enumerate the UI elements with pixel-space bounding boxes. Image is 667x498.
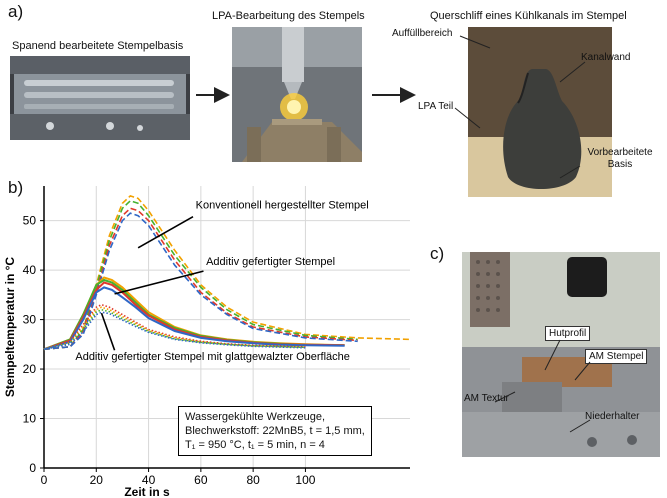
annotation-additive: Additiv gefertigter Stempel [206,256,335,268]
annotation-leader [459,35,491,49]
annotation-leader [114,270,204,295]
y-tick-label: 50 [23,214,37,228]
y-tick-label: 20 [23,362,37,376]
annotation-additive-smooth: Additiv gefertigter Stempel mit glattgew… [75,351,350,363]
series-line [43,199,358,351]
info-line: T₁ = 950 °C, t₁ = 5 min, n = 4 [185,439,325,451]
y-tick-label: 30 [23,313,37,327]
x-axis-label: Zeit in s [124,485,170,498]
image-caption-cross-section: Querschliff eines Kühlkanals im Stempel [430,10,627,22]
annotation-leader [559,165,581,179]
annotation-conventional: Konventionell hergestellter Stempel [196,199,369,211]
y-tick-label: 10 [23,412,37,426]
label-niederhalter: Niederhalter [585,411,640,422]
annotation-leader [454,107,481,129]
panel-a-letter: a) [8,2,24,21]
label-lpa-teil: LPA Teil [418,101,454,112]
cross-section-photo [468,27,612,197]
x-tick-label: 100 [295,473,315,487]
label-am-textur: AM Textur [464,393,509,404]
x-tick-label: 60 [194,473,208,487]
info-line: Wassergekühlte Werkzeuge, [185,411,326,423]
y-tick-label: 0 [29,461,36,475]
x-tick-label: 80 [246,473,260,487]
y-tick-label: 40 [23,263,37,277]
machined-base-photo [10,56,190,140]
panel-b-letter: b) [8,178,24,197]
x-tick-label: 0 [41,473,48,487]
series-line [43,212,358,351]
x-tick-label: 20 [90,473,104,487]
series-line [43,311,306,351]
panel-a-arrows [196,35,586,179]
lpa-process-photo [232,27,362,162]
annotation-leader [100,312,116,351]
series-line [43,308,306,351]
image-caption-lpa-process: LPA-Bearbeitung des Stempels [212,10,365,22]
y-axis-label: Stempeltemperatur in °C [3,257,17,397]
label-auffuellbereich: Auffüllbereich [392,28,453,39]
test-conditions-box: Wassergekühlte Werkzeuge, Blechwerkstoff… [178,406,372,456]
temperature-chart: 0 20 40 60 80 100 0 10 20 30 40 50 Zeit in s Stempelt… [3,186,411,498]
series-line [43,194,411,351]
annotation-leader [559,61,586,83]
panel-c-letter: c) [430,244,445,263]
label-hutprofil: Hutprofil [545,326,591,341]
x-tick-label: 40 [142,473,156,487]
annotation-leader [137,215,194,249]
label-am-stempel: AM Stempel [585,349,648,364]
image-caption-machined-base: Spanend bearbeitete Stempelbasis [12,40,184,52]
label-kanalwand: Kanalwand [581,52,631,63]
label-vorbearbeitete-basis: Vorbearbeitete Basis [587,147,653,170]
info-line: Blechwerkstoff: 22MnB5, t = 1,5 mm, [185,425,365,437]
series-line [43,286,345,351]
